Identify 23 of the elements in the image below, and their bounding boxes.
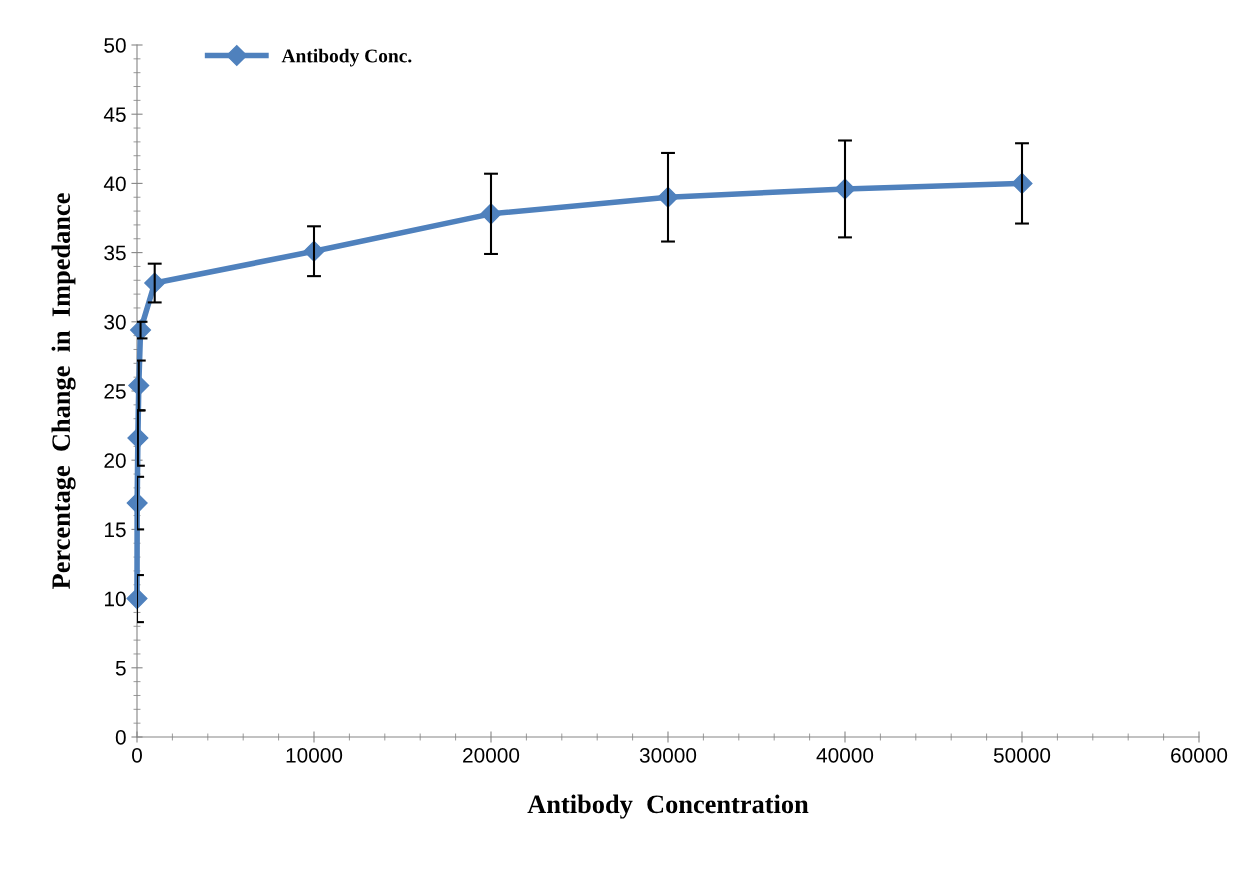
x-axis-title: Antibody Concentration (527, 794, 809, 819)
x-tick-label: 50000 (993, 747, 1051, 763)
x-tick-label: 30000 (639, 747, 697, 763)
y-tick-label: 30 (104, 314, 126, 330)
x-tick-label: 60000 (1171, 747, 1228, 763)
legend-label: Antibody Conc. (281, 48, 412, 67)
y-tick-label: 40 (103, 176, 126, 192)
y-tick-label: 45 (103, 107, 126, 122)
x-tick-label: 20000 (463, 747, 520, 763)
y-tick-label: 15 (105, 522, 126, 538)
point (126, 492, 148, 514)
y-tick-label: 10 (105, 591, 126, 607)
x-tick-label: 40000 (816, 747, 874, 763)
y-tick-label: 0 (115, 730, 126, 745)
y-tick-label: 5 (115, 661, 126, 676)
y-tick-label: 25 (104, 384, 126, 399)
point (126, 588, 148, 610)
y-tick-label: 35 (104, 245, 126, 261)
x-tick-label: 10000 (286, 747, 343, 763)
y-axis-title: Percentage Change in Impedance (51, 193, 76, 589)
x-tick-label: 0 (132, 747, 142, 763)
y-tick-label: 20 (104, 453, 126, 468)
y-tick-label: 50 (104, 38, 126, 53)
